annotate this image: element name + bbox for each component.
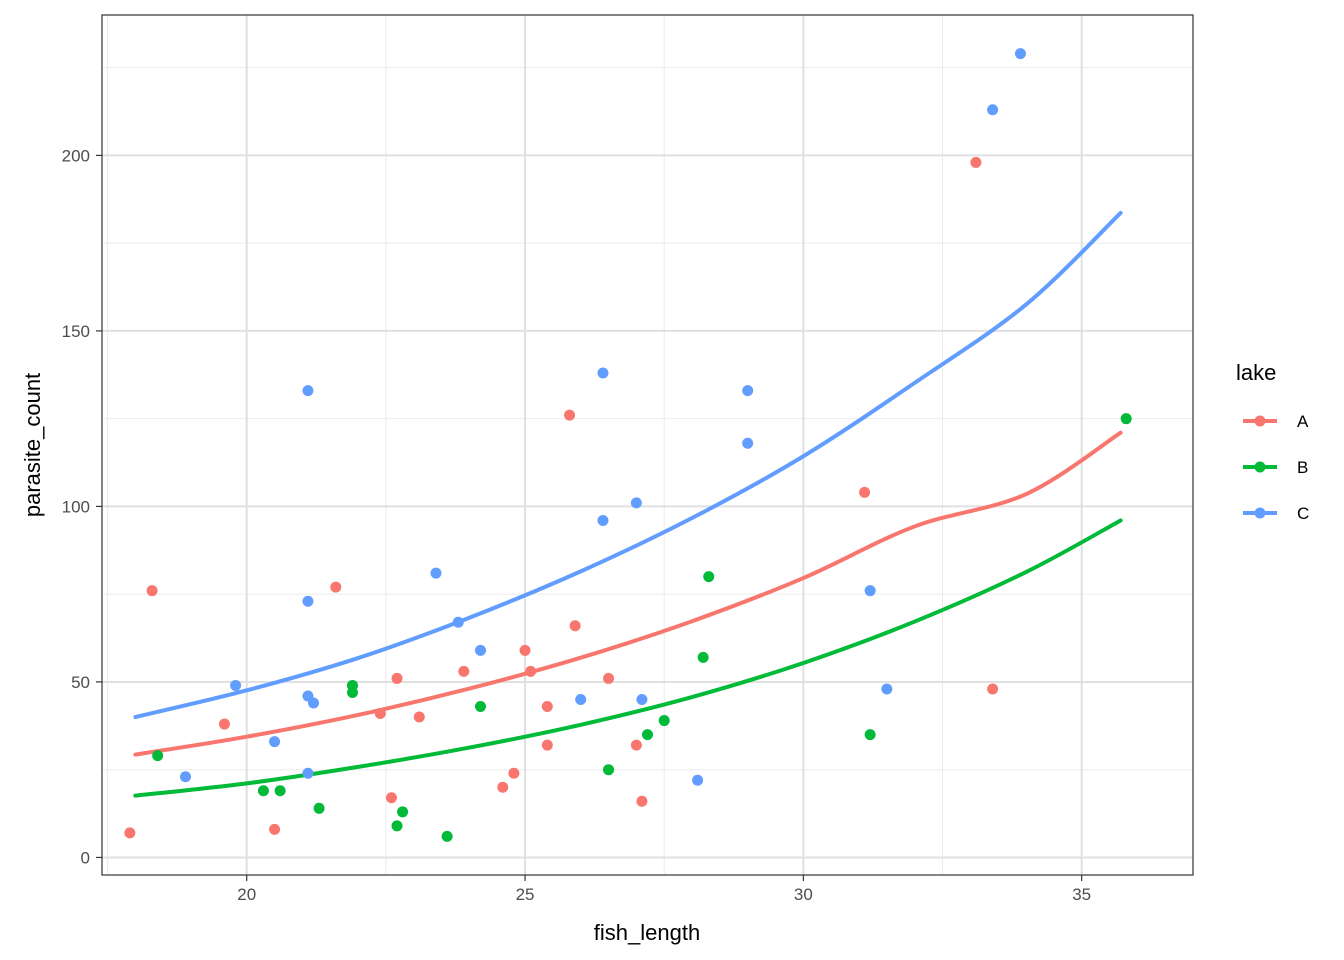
axes: 20 25 30 35 0 50 100 150 200: [62, 14, 1194, 904]
y-tick-label: 200: [62, 146, 90, 165]
data-point-a: [525, 665, 537, 677]
legend-point: [1254, 507, 1266, 519]
fit-line-a: [133, 430, 1123, 757]
data-point-b: [642, 729, 653, 741]
legend-item-b: B: [1243, 458, 1308, 477]
data-point-a: [508, 767, 520, 779]
data-point-c: [636, 693, 648, 705]
data-point-c: [881, 683, 893, 695]
data-point-c: [230, 679, 242, 691]
x-tick-label: 20: [237, 885, 256, 904]
legend-point: [1254, 461, 1266, 473]
data-point-c: [987, 104, 999, 116]
data-point-b: [441, 830, 453, 842]
data-point-a: [269, 823, 281, 835]
data-point-a: [385, 792, 397, 804]
legend-point: [1254, 415, 1266, 427]
data-point-a: [987, 683, 999, 695]
data-point-b: [658, 715, 670, 727]
data-point-c: [475, 644, 487, 656]
data-point-a: [330, 581, 342, 593]
data-point-a: [603, 672, 615, 684]
y-tick-label: 50: [71, 673, 90, 692]
x-tick-label: 30: [794, 885, 813, 904]
y-tick-label: 100: [62, 497, 90, 516]
data-point-a: [519, 644, 531, 656]
data-point-b: [257, 785, 269, 797]
data-point-a: [859, 486, 871, 498]
data-point-b: [697, 651, 709, 663]
panel-border: [101, 14, 1194, 876]
data-point-a: [541, 739, 553, 751]
y-tick-label: 0: [81, 848, 90, 867]
data-point-c: [308, 697, 320, 709]
data-point-b: [397, 806, 409, 818]
legend-label: A: [1297, 412, 1309, 431]
data-point-a: [458, 665, 470, 677]
data-point-a: [374, 708, 386, 720]
data-point-a: [564, 409, 576, 421]
legend-title: lake: [1236, 360, 1276, 385]
data-point-a: [497, 781, 509, 793]
legend-label: B: [1297, 458, 1308, 477]
data-point-c: [302, 595, 314, 607]
legend-item-a: A: [1243, 412, 1309, 431]
data-point-c: [742, 437, 754, 449]
data-point-a: [970, 156, 982, 168]
plot-panel: [102, 15, 1193, 875]
data-point-a: [636, 795, 648, 807]
data-point-b: [703, 571, 715, 583]
data-point-c: [1014, 48, 1026, 60]
legend: lake A B C: [1236, 360, 1309, 523]
data-point-c: [269, 736, 281, 748]
data-point-c: [864, 585, 876, 597]
data-point-b: [391, 820, 403, 832]
x-tick-label: 25: [516, 885, 535, 904]
data-point-b: [346, 686, 358, 698]
data-point-b: [1120, 413, 1132, 425]
data-point-a: [124, 827, 136, 839]
data-point-c: [302, 385, 314, 397]
data-point-b: [274, 785, 286, 797]
data-point-a: [630, 739, 642, 751]
data-point-c: [597, 514, 609, 526]
data-point-c: [692, 774, 704, 786]
data-point-c: [302, 767, 314, 779]
data-point-c: [430, 567, 442, 579]
data-point-c: [630, 497, 642, 509]
data-point-a: [413, 711, 425, 723]
data-point-b: [475, 701, 487, 713]
data-point-c: [597, 367, 609, 379]
data-point-b: [603, 764, 615, 776]
x-tick-label: 35: [1072, 885, 1091, 904]
data-point-a: [218, 718, 230, 730]
data-point-c: [575, 693, 587, 705]
data-point-a: [391, 672, 403, 684]
data-point-c: [452, 616, 464, 628]
data-point-b: [313, 802, 325, 814]
data-point-a: [146, 585, 158, 597]
legend-item-c: C: [1243, 504, 1309, 523]
data-point-b: [152, 750, 164, 762]
legend-label: C: [1297, 504, 1309, 523]
data-point-a: [541, 701, 553, 713]
data-point-a: [569, 620, 581, 632]
data-point-c: [179, 771, 191, 783]
y-axis-title: parasite_count: [20, 373, 45, 517]
y-tick-label: 150: [62, 322, 90, 341]
data-point-c: [742, 385, 754, 397]
data-point-b: [864, 729, 876, 741]
x-axis-title: fish_length: [594, 920, 700, 945]
fit-line-c: [133, 210, 1123, 720]
